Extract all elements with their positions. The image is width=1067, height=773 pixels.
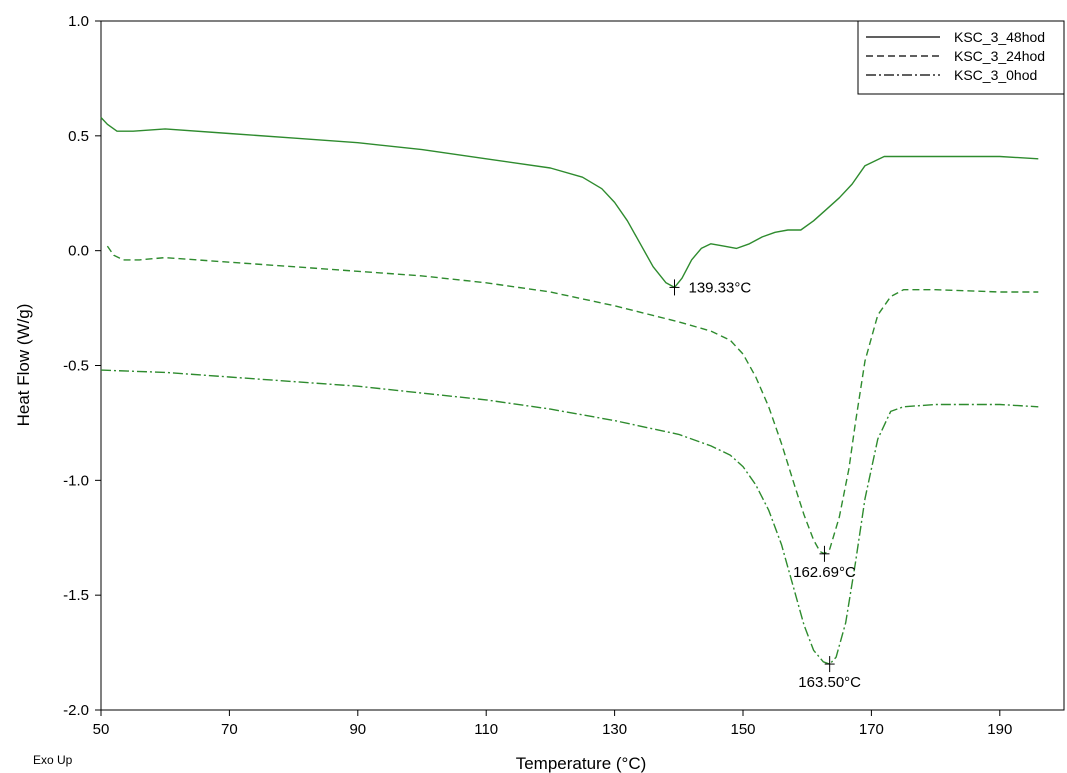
plot-frame bbox=[100, 20, 1065, 711]
series-line-KSC_3_24hod bbox=[106, 245, 1039, 555]
x-tick-label: 50 bbox=[93, 721, 110, 738]
x-tick-label: 170 bbox=[859, 721, 884, 738]
y-tick-label: -1.0 bbox=[63, 472, 89, 489]
x-tick-label: 90 bbox=[349, 721, 366, 738]
legend-box bbox=[857, 20, 1065, 95]
series-line-KSC_3_0hod bbox=[100, 369, 1039, 665]
y-axis-title: Heat Flow (W/g) bbox=[14, 304, 33, 427]
y-tick-label: 1.0 bbox=[68, 13, 89, 30]
legend-label: KSC_3_0hod bbox=[954, 67, 1037, 83]
y-tick-label: -1.5 bbox=[63, 587, 89, 604]
x-tick-label: 130 bbox=[602, 721, 627, 738]
y-axis-ticks: 1.0 0.5 0.0 -0.5 -1.0 -1.5 -2.0 bbox=[63, 13, 101, 719]
legend-label: KSC_3_24hod bbox=[954, 48, 1045, 64]
peak-label: 139.33°C bbox=[688, 279, 751, 296]
y-tick-label: -2.0 bbox=[63, 702, 89, 719]
x-axis-title: Temperature (°C) bbox=[516, 754, 647, 773]
peak-label: 162.69°C bbox=[793, 564, 856, 581]
series-line-KSC_3_48hod bbox=[100, 117, 1039, 289]
exo-up-note: Exo Up bbox=[33, 753, 73, 767]
peak-label: 163.50°C bbox=[798, 674, 861, 691]
y-tick-label: 0.0 bbox=[68, 243, 89, 260]
x-tick-label: 150 bbox=[730, 721, 755, 738]
legend: KSC_3_48hod KSC_3_24hod KSC_3_0hod bbox=[857, 20, 1065, 95]
x-tick-label: 70 bbox=[221, 721, 238, 738]
series-lines bbox=[100, 117, 1039, 665]
x-tick-label: 190 bbox=[987, 721, 1012, 738]
peak-annotations: 139.33°C 162.69°C 163.50°C bbox=[669, 279, 861, 691]
y-tick-label: -0.5 bbox=[63, 358, 89, 375]
legend-label: KSC_3_48hod bbox=[954, 29, 1045, 45]
x-tick-label: 110 bbox=[474, 721, 498, 738]
x-axis-ticks: 50 70 90 110 130 150 170 190 bbox=[93, 710, 1012, 738]
y-tick-label: 0.5 bbox=[68, 128, 89, 145]
plot-area-border bbox=[100, 20, 1065, 711]
